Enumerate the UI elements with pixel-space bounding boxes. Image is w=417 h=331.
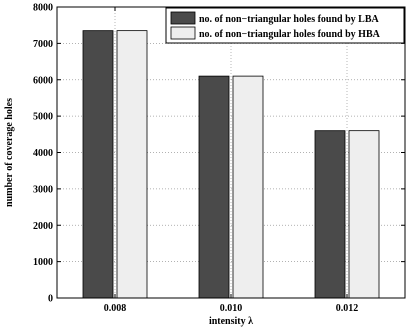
bar-lba-0.010 [198,75,230,299]
x-axis-label: intensity λ [209,316,253,327]
y-ticks: 0 1000 2000 3000 4000 5000 6000 7000 8000 [33,3,405,305]
y-tick-label: 0 [48,294,53,305]
bar-hba-0.010 [232,75,264,299]
bar-hba-0.008 [116,30,148,299]
x-tick-label: 0.008 [104,303,127,314]
legend: no. of non−triangular holes found by LBA… [165,7,405,44]
y-tick-label: 4000 [33,148,53,159]
legend-swatch-lba [170,11,196,25]
y-tick-label: 5000 [33,112,53,123]
x-tick-label: 0.012 [336,303,359,314]
bar-lba-0.008 [82,30,114,299]
y-tick-label: 7000 [33,39,53,50]
legend-label-lba: no. of non−triangular holes found by LBA [199,14,380,25]
legend-label-hba: no. of non−triangular holes found by HBA [199,29,381,40]
y-tick-label: 3000 [33,184,53,195]
legend-swatch-hba [170,26,196,40]
y-tick-label: 8000 [33,3,53,14]
y-tick-label: 6000 [33,75,53,86]
bar-hba-0.012 [348,130,380,299]
y-tick-label: 2000 [33,221,53,232]
x-tick-label: 0.010 [220,303,243,314]
y-axis-label: number of coverage holes [4,98,15,207]
y-tick-label: 1000 [33,257,53,268]
bar-lba-0.012 [314,130,346,299]
legend-box [165,7,405,44]
